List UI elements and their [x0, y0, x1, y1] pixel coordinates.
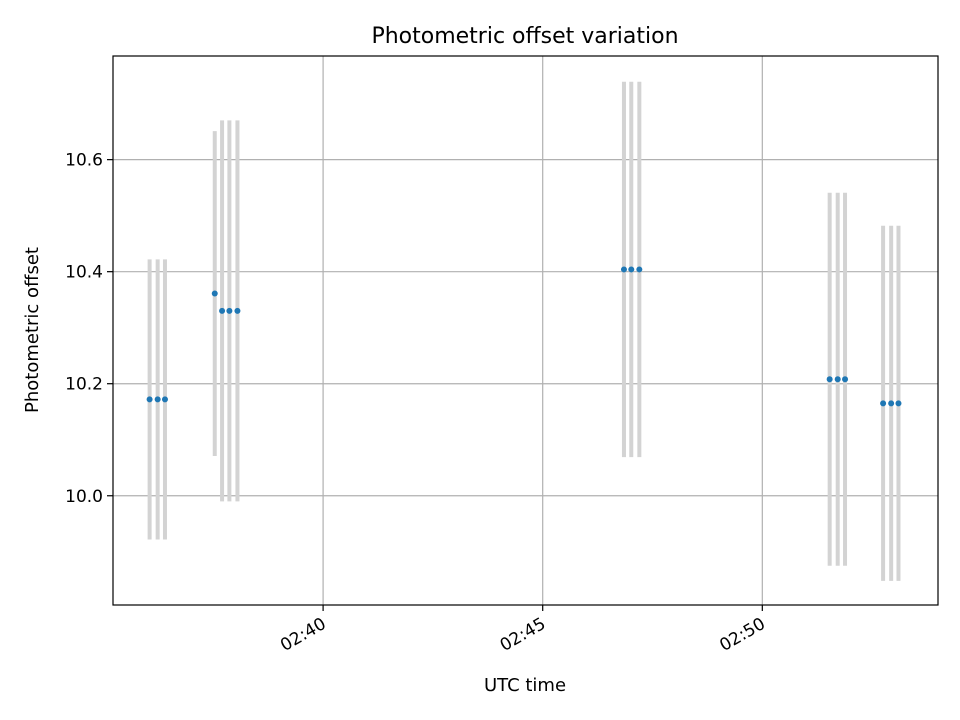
y-axis-label: Photometric offset: [22, 247, 43, 413]
data-point: [880, 400, 887, 407]
data-point: [826, 376, 833, 383]
data-point: [161, 396, 168, 403]
data-point: [226, 307, 233, 314]
data-point: [842, 376, 849, 383]
data-point: [146, 396, 153, 403]
chart-title: Photometric offset variation: [371, 24, 678, 49]
data-point: [219, 307, 226, 314]
y-tick-label: 10.0: [65, 487, 103, 507]
data-point: [211, 290, 218, 297]
data-point: [234, 307, 241, 314]
data-point: [888, 400, 895, 407]
y-tick-label: 10.4: [65, 263, 103, 283]
y-tick-label: 10.6: [65, 151, 103, 171]
data-point: [636, 266, 643, 273]
y-axis-ticks: 10.0 10.2 10.4 10.6: [65, 151, 113, 507]
data-point: [834, 376, 841, 383]
plot-frame: [112, 55, 939, 606]
data-points: [146, 266, 902, 407]
data-point: [620, 266, 627, 273]
data-point: [628, 266, 635, 273]
grid-lines: [113, 56, 938, 605]
data-point: [895, 400, 902, 407]
data-point: [154, 396, 161, 403]
y-tick-label: 10.2: [65, 375, 103, 395]
plot-area-background: [113, 56, 938, 605]
x-axis-label: UTC time: [484, 675, 566, 696]
